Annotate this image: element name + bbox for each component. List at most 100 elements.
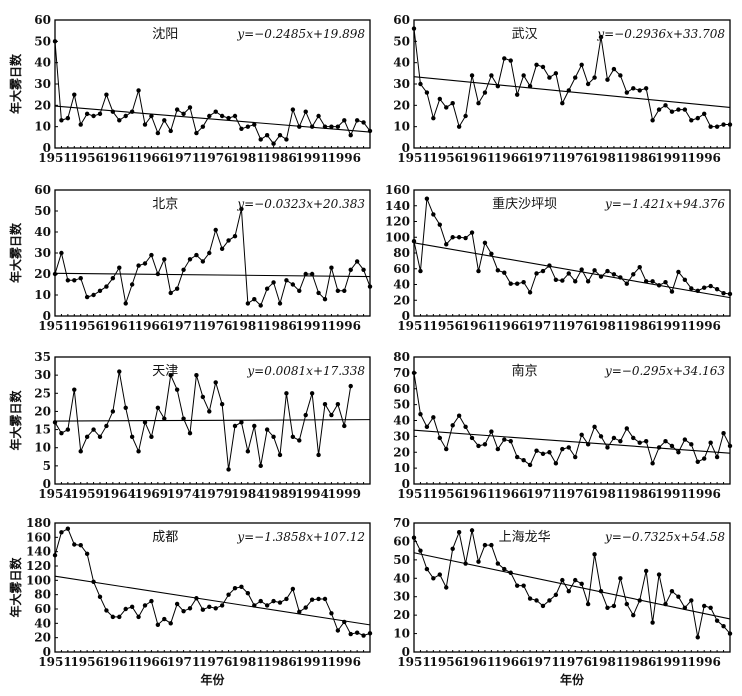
data-point	[495, 268, 501, 273]
y-tick-label: 20	[393, 608, 410, 622]
regression-equation: y=−1.421x+94.376	[604, 197, 725, 211]
data-point	[514, 92, 520, 97]
y-axis-label: 年大雾日数	[8, 222, 23, 283]
data-point	[689, 442, 694, 447]
data-point	[219, 603, 225, 608]
data-point	[65, 278, 71, 283]
data-point	[252, 603, 257, 608]
data-point	[194, 596, 199, 601]
x-tick-label: 1976	[199, 151, 232, 165]
data-point	[598, 588, 604, 594]
data-point	[110, 614, 116, 620]
data-point	[78, 276, 83, 281]
data-point	[316, 290, 321, 296]
data-point	[252, 423, 257, 429]
data-point	[643, 568, 649, 574]
x-tick-label: 1979	[199, 487, 232, 501]
y-tick-label: 10	[34, 441, 51, 455]
data-point	[226, 115, 231, 121]
y-tick-label: 0	[402, 141, 410, 155]
data-point	[187, 105, 193, 110]
y-tick-label: 10	[393, 627, 410, 641]
data-point	[521, 583, 526, 588]
data-point	[656, 445, 662, 450]
x-tick-label: 1956	[430, 151, 463, 165]
data-point	[656, 283, 662, 288]
trend-line	[413, 76, 731, 108]
data-point	[656, 572, 662, 577]
data-point	[284, 278, 289, 283]
data-point	[354, 630, 360, 635]
x-axis-label: 年份	[200, 672, 225, 687]
data-point	[489, 73, 494, 78]
panel-title: 南京	[512, 363, 538, 379]
y-tick-label: 80	[34, 588, 51, 602]
data-point	[585, 279, 591, 284]
data-point	[456, 235, 462, 240]
data-point	[84, 434, 90, 440]
data-point	[136, 263, 141, 268]
data-point	[631, 612, 636, 618]
data-point	[702, 111, 707, 117]
x-tick-label: 1996	[688, 151, 721, 165]
data-point	[78, 449, 83, 454]
data-point	[297, 288, 302, 293]
regression-equation: y=−0.295x+34.163	[604, 364, 725, 378]
data-point	[117, 614, 122, 620]
data-point	[290, 282, 296, 287]
data-point	[592, 268, 597, 273]
x-tick-label: 1956	[70, 319, 103, 333]
x-tick-label: 1991	[655, 151, 688, 165]
data-point	[342, 118, 347, 123]
data-point	[689, 286, 694, 291]
data-point	[643, 86, 649, 91]
data-point	[708, 440, 713, 445]
data-point	[335, 288, 341, 293]
data-point	[424, 196, 430, 201]
data-point	[84, 294, 90, 300]
regression-equation: y=−0.7325x+54.58	[604, 530, 725, 544]
data-point	[226, 238, 231, 243]
data-point	[508, 281, 513, 286]
data-point	[258, 303, 263, 308]
data-point	[650, 279, 655, 284]
data-point	[553, 71, 559, 76]
y-tick-label: 100	[385, 230, 410, 244]
data-point	[123, 113, 128, 119]
plot-frame	[413, 522, 731, 653]
data-point	[521, 279, 526, 285]
y-tick-label: 0	[43, 309, 51, 323]
data-point	[721, 290, 726, 296]
data-point	[637, 88, 642, 93]
data-point	[566, 88, 571, 93]
data-point	[482, 90, 488, 95]
data-point	[277, 301, 283, 306]
trend-line	[54, 272, 371, 278]
data-point	[418, 81, 423, 87]
x-tick-label: 1971	[526, 319, 559, 333]
data-point	[322, 401, 328, 407]
y-tick-label: 160	[26, 530, 51, 544]
data-point	[560, 577, 565, 583]
data-point	[695, 115, 700, 121]
y-tick-label: 5	[43, 459, 51, 473]
y-tick-label: 30	[34, 246, 51, 260]
data-point	[309, 124, 315, 129]
series-line	[54, 208, 371, 307]
x-tick-label: 1999	[328, 487, 361, 501]
data-point	[689, 118, 694, 123]
data-point	[624, 281, 630, 286]
data-point	[637, 598, 642, 603]
y-tick-label: 30	[393, 429, 410, 443]
x-tick-label: 1951	[397, 151, 430, 165]
data-point	[502, 566, 507, 572]
data-point	[187, 606, 193, 611]
panel-title: 重庆沙坪坝	[492, 196, 557, 212]
x-tick-label: 1971	[526, 151, 559, 165]
data-point	[52, 553, 58, 558]
data-point	[367, 284, 373, 289]
data-point	[162, 118, 167, 123]
y-tick-label: 0	[43, 477, 51, 491]
data-point	[708, 283, 713, 289]
data-point	[411, 535, 417, 540]
